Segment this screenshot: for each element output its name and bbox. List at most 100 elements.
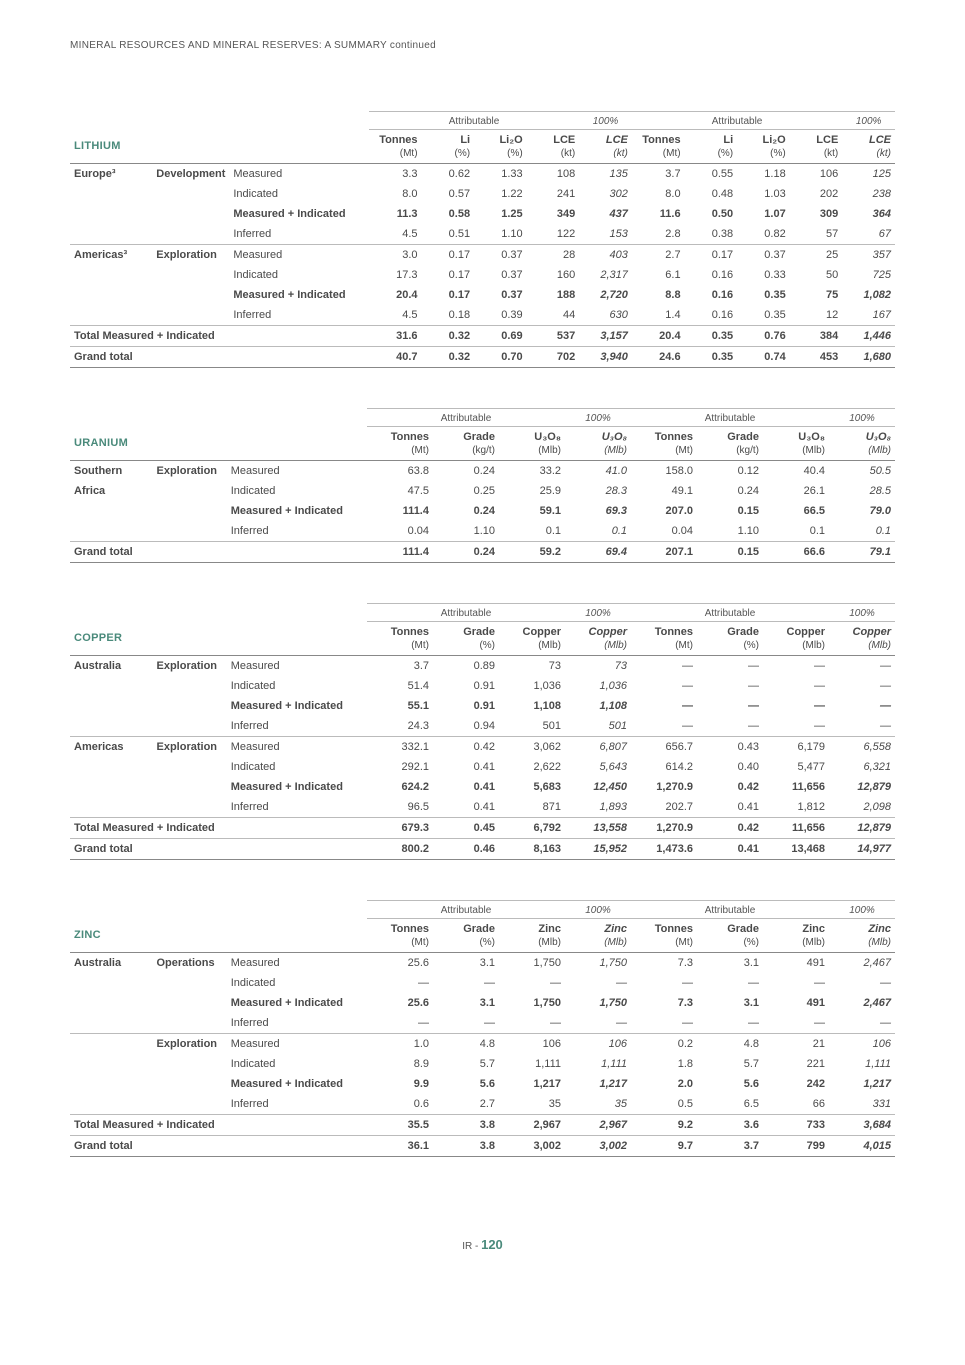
value: 111.4 xyxy=(367,501,433,521)
value: — xyxy=(697,676,763,696)
value: — xyxy=(631,1013,697,1034)
value: — xyxy=(763,973,829,993)
page-footer: IR - 120 xyxy=(70,1237,895,1252)
value: — xyxy=(367,973,433,993)
category: Measured xyxy=(227,953,367,974)
category: Inferred xyxy=(227,716,367,737)
value: 106 xyxy=(499,1034,565,1055)
value: 0.17 xyxy=(422,285,475,305)
region xyxy=(70,973,153,993)
value: 6,179 xyxy=(763,737,829,758)
region xyxy=(70,204,152,224)
value: 0.55 xyxy=(685,164,738,185)
stage: Exploration xyxy=(153,737,227,758)
value: 679.3 xyxy=(367,818,433,839)
value: 106 xyxy=(790,164,843,185)
value: 0.16 xyxy=(685,265,738,285)
table-row: Indicated292.10.412,6225,643614.20.405,4… xyxy=(70,757,895,777)
group-label: 100% xyxy=(829,409,895,427)
region xyxy=(70,521,153,542)
value: 0.17 xyxy=(422,265,475,285)
value: 0.37 xyxy=(474,265,527,285)
value: 0.15 xyxy=(697,501,763,521)
value: 5.7 xyxy=(433,1054,499,1074)
value: — xyxy=(499,1013,565,1034)
value: 1,111 xyxy=(565,1054,631,1074)
value: 238 xyxy=(842,184,895,204)
value: 41.0 xyxy=(565,461,631,482)
value: 0.89 xyxy=(433,656,499,677)
value: 26.1 xyxy=(763,481,829,501)
value: 40.7 xyxy=(369,347,422,368)
value: 1.10 xyxy=(433,521,499,542)
group-label: Attributable xyxy=(367,409,565,427)
value: 96.5 xyxy=(367,797,433,818)
value: 25.9 xyxy=(499,481,565,501)
column-unit: (Mt) xyxy=(632,148,685,164)
column-unit: (kt) xyxy=(842,148,895,164)
value: 21 xyxy=(763,1034,829,1055)
value: 24.6 xyxy=(632,347,685,368)
table-row: Measured + Indicated111.40.2459.169.3207… xyxy=(70,501,895,521)
value: 11.6 xyxy=(632,204,685,224)
value: 66.6 xyxy=(763,542,829,563)
value: 3.8 xyxy=(433,1115,499,1136)
category: Indicated xyxy=(227,481,367,501)
commodity-title: ZINC xyxy=(70,919,367,953)
category: Inferred xyxy=(229,305,368,326)
stage xyxy=(152,224,229,245)
column-name: Tonnes xyxy=(631,919,697,938)
value: 0.16 xyxy=(685,305,738,326)
category: Measured xyxy=(229,164,368,185)
group-label: 100% xyxy=(565,604,631,622)
data-table: Attributable100%Attributable100%COPPERTo… xyxy=(70,603,895,860)
region xyxy=(70,797,153,818)
value: 40.4 xyxy=(763,461,829,482)
value: 800.2 xyxy=(367,839,433,860)
value: 20.4 xyxy=(632,326,685,347)
value: 1,217 xyxy=(829,1074,895,1094)
table-row: Inferred———————— xyxy=(70,1013,895,1034)
value: 202.7 xyxy=(631,797,697,818)
category: Indicated xyxy=(227,757,367,777)
region xyxy=(70,716,153,737)
value: 69.3 xyxy=(565,501,631,521)
stage: Operations xyxy=(153,953,227,974)
table-row: AfricaIndicated47.50.2525.928.349.10.242… xyxy=(70,481,895,501)
value: 12,879 xyxy=(829,777,895,797)
category: Inferred xyxy=(227,797,367,818)
column-unit: (%) xyxy=(737,148,790,164)
column-unit: (%) xyxy=(685,148,738,164)
value: 0.15 xyxy=(697,542,763,563)
value: 3.1 xyxy=(697,953,763,974)
region: Australia xyxy=(70,656,153,677)
value: 537 xyxy=(527,326,580,347)
value: — xyxy=(697,716,763,737)
column-unit: (%) xyxy=(422,148,475,164)
stage xyxy=(153,993,227,1013)
column-name: Grade xyxy=(697,427,763,446)
category: Measured + Indicated xyxy=(227,1074,367,1094)
table-row: Inferred4.50.180.39446301.40.160.3512167 xyxy=(70,305,895,326)
value: 63.8 xyxy=(367,461,433,482)
value: 0.40 xyxy=(697,757,763,777)
value: 1.33 xyxy=(474,164,527,185)
value: 6,558 xyxy=(829,737,895,758)
value: 73 xyxy=(499,656,565,677)
column-name: Li₂O xyxy=(474,130,527,149)
value: 0.39 xyxy=(474,305,527,326)
value: 453 xyxy=(790,347,843,368)
value: 2,467 xyxy=(829,953,895,974)
value: 1,750 xyxy=(499,993,565,1013)
value: 6,792 xyxy=(499,818,565,839)
column-name: Grade xyxy=(433,427,499,446)
column-name: Zinc xyxy=(763,919,829,938)
value: 12,879 xyxy=(829,818,895,839)
value: 799 xyxy=(763,1136,829,1157)
value: 207.1 xyxy=(631,542,697,563)
row-title: Grand total xyxy=(70,347,369,368)
table-row: Inferred0.62.735350.56.566331 xyxy=(70,1094,895,1115)
table-row: Measured + Indicated11.30.581.2534943711… xyxy=(70,204,895,224)
column-unit: (%) xyxy=(433,640,499,656)
region xyxy=(70,224,152,245)
